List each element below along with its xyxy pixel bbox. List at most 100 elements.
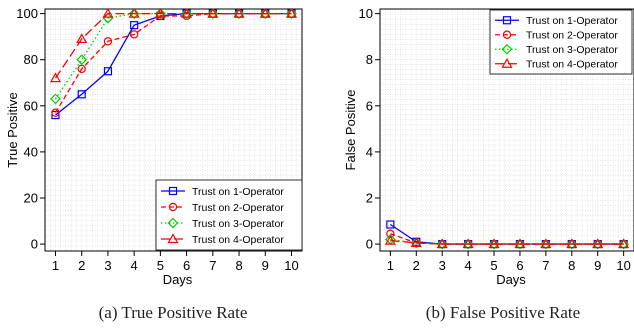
chart-a-data-point [102, 7, 114, 18]
chart-b-legend-entry: Trust on 2-Operator [495, 30, 618, 42]
chart-a-series-2 [51, 9, 296, 117]
chart-a-legend-marker [168, 202, 178, 212]
chart-a-data-point [233, 7, 245, 18]
chart-b-x-tick-label: 8 [568, 258, 575, 273]
chart-b-data-point [410, 237, 422, 249]
chart-b-legend: Trust on 1-Operator Trust on 2-Operator Tr… [489, 9, 633, 75]
chart-a-y-tick-label: 60 [24, 98, 38, 113]
chart-a-x-tick-label: 4 [131, 258, 138, 273]
chart-a-y-axis-label: True Positive [5, 92, 20, 167]
chart-a-legend-marker [168, 186, 178, 196]
chart-a-data-point [128, 7, 140, 18]
chart-a-series-4 [49, 7, 298, 83]
chart-b-legend-marker [502, 16, 512, 25]
chart-a-data-point [77, 64, 86, 74]
chart-a-x-tick-label: 5 [157, 258, 164, 273]
chart-b-x-tick-label: 4 [465, 258, 472, 273]
chart-a-data-point [207, 8, 219, 19]
chart-a-data-point [181, 7, 193, 18]
chart-b-data-point [462, 238, 474, 250]
chart-b-x-tick-label: 5 [490, 258, 497, 273]
chart-b-series-line [390, 238, 624, 245]
chart-a-data-point [76, 54, 88, 66]
chart-a-series-line [54, 12, 292, 114]
chart-b-y-tick-label: 10 [359, 6, 373, 21]
chart-a-data-point [233, 8, 245, 19]
chart-a-data-point [259, 8, 271, 19]
chart-b-series-3 [385, 234, 629, 250]
chart-b-legend-label: Trust on 4-Operator [526, 59, 618, 71]
chart-b-y-tick-label: 0 [366, 237, 373, 252]
chart-b-legend-marker [502, 30, 512, 39]
chart-b-y-tick-label: 4 [366, 144, 373, 159]
chart-b-data-point [592, 238, 604, 249]
chart-a-x-tick-label: 1 [52, 258, 59, 273]
chart-a-legend-entry: Trust on 1-Operator [161, 186, 284, 198]
chart-b-legend-label: Trust on 1-Operator [526, 15, 618, 27]
chart-a-plot-frame [44, 8, 303, 252]
chart-b-data-point [514, 238, 526, 250]
chart-b-data-point [514, 238, 526, 249]
chart-a-series-line [54, 12, 292, 79]
chart-b-data-point [488, 238, 500, 249]
chart-a-data-point [155, 8, 166, 19]
chart-a-x-tick-label: 3 [104, 258, 111, 273]
chart-a-x-tick-label: 9 [262, 258, 269, 273]
chart-b-legend-label: Trust on 3-Operator [526, 44, 618, 56]
chart-b-x-axis-label: Days [496, 272, 526, 287]
chart-a-data-point [154, 7, 166, 18]
chart-b-data-point [592, 238, 604, 250]
chart-b-plot-frame [379, 8, 634, 252]
chart-a-x-tick-label: 7 [209, 258, 216, 273]
chart-a-data-point [103, 67, 113, 76]
chart-a-data-point [50, 93, 61, 105]
chart-a-legend-box [155, 179, 303, 251]
chart-b-x-tick-label: 6 [516, 258, 523, 273]
chart-a-data-point [129, 30, 139, 39]
chart-b-data-point [436, 238, 448, 249]
chart-b-data-point [566, 238, 578, 249]
chart-a-x-tick-label: 10 [284, 258, 298, 273]
chart-b-data-point [436, 238, 448, 250]
chart-b-y-axis-label: False Positive [343, 90, 358, 171]
chart-a-data-point [49, 72, 62, 83]
chart-b-data-point [566, 238, 578, 250]
chart-b-legend-entry: Trust on 3-Operator [495, 43, 618, 56]
chart-b-y-tick-label: 2 [366, 190, 373, 205]
chart-a-legend: Trust on 1-Operator Trust on 2-Operator Tr… [155, 179, 303, 251]
chart-b-legend-label: Trust on 2-Operator [526, 30, 618, 42]
chart-b-x-tick-label: 7 [542, 258, 549, 273]
chart-b-x-tick-label: 3 [439, 258, 446, 273]
chart-a-x-tick-label: 8 [235, 258, 242, 273]
chart-b-x-tick-label: 2 [413, 258, 420, 273]
chart-a-data-point [259, 7, 271, 18]
chart-a-caption: (a) True Positive Rate [99, 303, 248, 322]
chart-b-data-point [488, 238, 500, 250]
chart-b-data-point [618, 238, 629, 250]
chart-b-series-line [390, 233, 624, 245]
chart-a-data-point [76, 33, 88, 44]
chart-a-data-point [207, 7, 219, 18]
chart-a-data-point [286, 8, 297, 19]
chart-a-legend-marker [167, 217, 179, 229]
chart-a-legend-entry: Trust on 3-Operator [161, 217, 284, 230]
chart-a-x-tick-label: 6 [183, 258, 190, 273]
chart-b-legend-marker [501, 58, 513, 68]
chart-a-data-point [103, 37, 113, 46]
chart-a-legend-entry: Trust on 2-Operator [161, 202, 284, 214]
chart-b-x-tick-label: 9 [594, 258, 601, 273]
chart-b-x-tick-label: 1 [387, 258, 394, 273]
chart-b-y-tick-label: 8 [366, 52, 373, 67]
chart-b-data-point [410, 237, 422, 248]
chart-a-y-tick-label: 40 [24, 144, 38, 159]
chart-a-legend-label: Trust on 2-Operator [192, 202, 284, 214]
chart-a-legend-label: Trust on 4-Operator [192, 234, 284, 246]
chart-a-legend-label: Trust on 1-Operator [192, 186, 284, 198]
chart-a-data-point [130, 21, 139, 30]
chart-a-y-tick-label: 80 [24, 52, 38, 67]
chart-a-y-tick-label: 100 [16, 6, 38, 21]
chart-b-caption: (b) False Positive Rate [426, 303, 580, 322]
chart-a-legend-entry: Trust on 4-Operator [161, 233, 284, 246]
